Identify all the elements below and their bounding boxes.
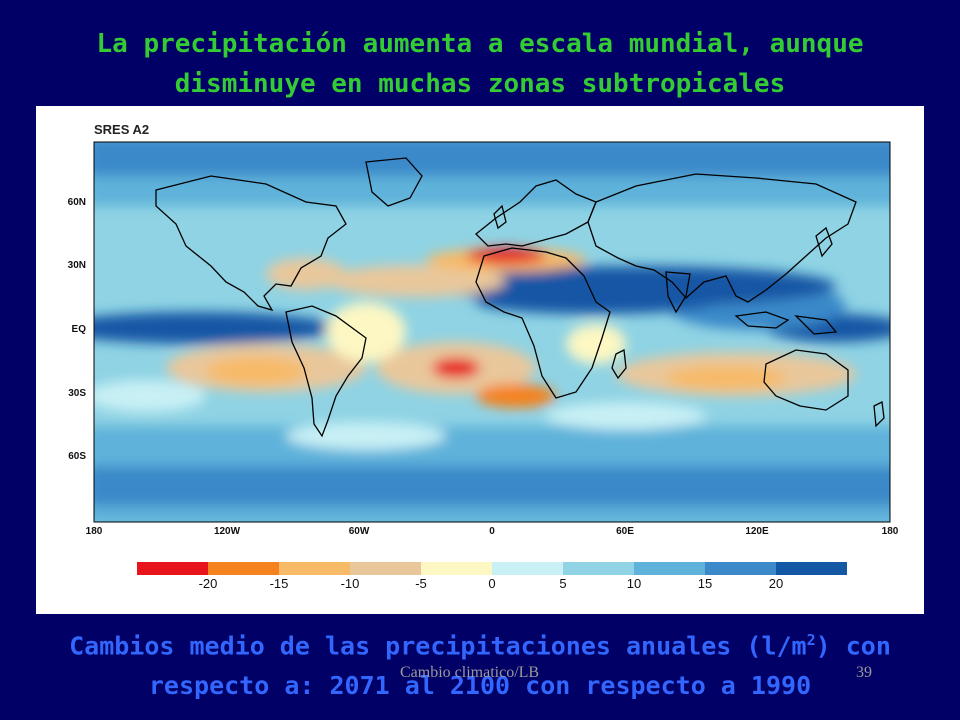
colorbar-swatch xyxy=(776,562,847,575)
colorbar-swatch xyxy=(705,562,776,575)
lat-label: 60N xyxy=(68,197,86,208)
map-panel: SRES A2 xyxy=(36,106,924,614)
coastlines xyxy=(155,157,885,438)
title-line-1: La precipitación aumenta a escala mundia… xyxy=(96,29,864,59)
caption-line-1-text: Cambios medio de las precipitaciones anu… xyxy=(69,631,807,661)
precipitation-field xyxy=(94,142,890,522)
slide-caption: Cambios medio de las precipitaciones anu… xyxy=(0,620,960,706)
slide-number: 39 xyxy=(856,664,872,681)
colorbar-tick: 0 xyxy=(488,576,495,591)
colorbar-tick: -10 xyxy=(341,576,360,591)
lon-label: 180 xyxy=(882,526,899,537)
colorbar-tick: 10 xyxy=(627,576,641,591)
colorbar-swatch xyxy=(350,562,421,575)
slide-title: La precipitación aumenta a escala mundia… xyxy=(0,24,960,104)
lat-label: 30N xyxy=(68,260,86,271)
caption-line-2: respecto a: 2071 al 2100 con respecto a … xyxy=(148,671,812,701)
precipitation-map: SRES A2 xyxy=(68,122,899,591)
footer-text: Cambio climatico/LB xyxy=(400,664,540,681)
caption-superscript: 2 xyxy=(806,631,816,649)
lon-label: 0 xyxy=(489,526,495,537)
caption-line-1: Cambios medio de las precipitaciones anu… xyxy=(0,620,960,666)
colorbar-ticks: -20 -15 -10 -5 0 5 10 15 20 xyxy=(199,576,784,591)
lat-axis: 60N 30N EQ 30S 60S xyxy=(68,197,87,462)
colorbar-swatch xyxy=(279,562,350,575)
scenario-label: SRES A2 xyxy=(94,122,149,137)
lat-label: 60S xyxy=(68,451,86,462)
colorbar-tick: -20 xyxy=(199,576,218,591)
colorbar-tick: 5 xyxy=(559,576,566,591)
lat-label: EQ xyxy=(72,324,87,335)
colorbar-swatch xyxy=(137,562,208,575)
colorbar-swatch xyxy=(563,562,634,575)
colorbar-tick: -5 xyxy=(415,576,427,591)
colorbar-swatch xyxy=(208,562,279,575)
colorbar-swatch xyxy=(492,562,563,575)
colorbar-tick: 15 xyxy=(698,576,712,591)
colorbar-tick: 20 xyxy=(769,576,783,591)
lon-label: 180 xyxy=(86,526,103,537)
colorbar xyxy=(137,562,847,575)
lon-label: 60W xyxy=(349,526,370,537)
lon-label: 60E xyxy=(616,526,634,537)
colorbar-swatch xyxy=(634,562,705,575)
colorbar-swatch xyxy=(421,562,492,575)
map-frame xyxy=(93,141,891,523)
title-line-2: disminuye en muchas zonas subtropicales xyxy=(174,69,786,99)
caption-line-1-end: ) con xyxy=(815,631,891,661)
lon-label: 120E xyxy=(745,526,769,537)
lon-label: 120W xyxy=(214,526,241,537)
colorbar-tick: -15 xyxy=(270,576,289,591)
lat-label: 30S xyxy=(68,388,86,399)
lon-axis: 180 120W 60W 0 60E 120E 180 xyxy=(86,526,899,537)
